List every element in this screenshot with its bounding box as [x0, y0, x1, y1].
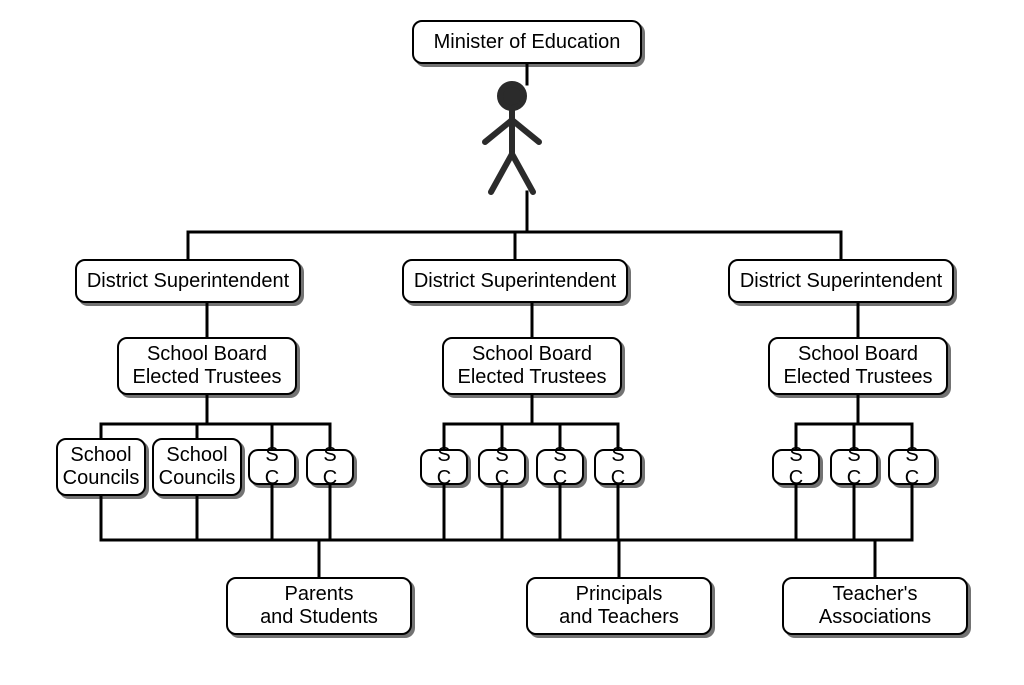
- node-sc3a: S C: [772, 449, 820, 485]
- node-minister: Minister of Education: [412, 20, 642, 64]
- node-label: District Superintendent: [740, 270, 942, 293]
- node-principals: Principals and Teachers: [526, 577, 712, 635]
- node-sc1c: S C: [248, 449, 296, 485]
- node-parents: Parents and Students: [226, 577, 412, 635]
- node-teachers: Teacher's Associations: [782, 577, 968, 635]
- node-label: School Board Elected Trustees: [458, 343, 607, 389]
- node-label: School Councils: [63, 444, 140, 490]
- node-super2: District Superintendent: [402, 259, 628, 303]
- node-label: S C: [546, 444, 574, 490]
- node-label: S C: [258, 444, 286, 490]
- node-board3: School Board Elected Trustees: [768, 337, 948, 395]
- node-label: Teacher's Associations: [819, 583, 931, 629]
- node-label: School Councils: [159, 444, 236, 490]
- node-sc2a: S C: [420, 449, 468, 485]
- node-label: District Superintendent: [414, 270, 616, 293]
- node-sc2b: S C: [478, 449, 526, 485]
- node-label: S C: [782, 444, 810, 490]
- node-sc2d: S C: [594, 449, 642, 485]
- node-label: Parents and Students: [260, 583, 378, 629]
- node-label: District Superintendent: [87, 270, 289, 293]
- node-label: Principals and Teachers: [559, 583, 679, 629]
- node-label: S C: [840, 444, 868, 490]
- node-label: S C: [316, 444, 344, 490]
- node-label: School Board Elected Trustees: [784, 343, 933, 389]
- node-label: S C: [604, 444, 632, 490]
- node-label: School Board Elected Trustees: [133, 343, 282, 389]
- node-board1: School Board Elected Trustees: [117, 337, 297, 395]
- node-label: S C: [898, 444, 926, 490]
- person-icon: [467, 80, 557, 200]
- node-label: Minister of Education: [434, 31, 621, 54]
- node-sc2c: S C: [536, 449, 584, 485]
- org-chart: { "type": "tree", "canvas": { "width": 1…: [0, 0, 1024, 685]
- node-super3: District Superintendent: [728, 259, 954, 303]
- node-board2: School Board Elected Trustees: [442, 337, 622, 395]
- node-super1: District Superintendent: [75, 259, 301, 303]
- node-label: S C: [488, 444, 516, 490]
- node-label: S C: [430, 444, 458, 490]
- node-sc3b: S C: [830, 449, 878, 485]
- node-sc1d: S C: [306, 449, 354, 485]
- node-sc1b: School Councils: [152, 438, 242, 496]
- node-sc3c: S C: [888, 449, 936, 485]
- node-sc1a: School Councils: [56, 438, 146, 496]
